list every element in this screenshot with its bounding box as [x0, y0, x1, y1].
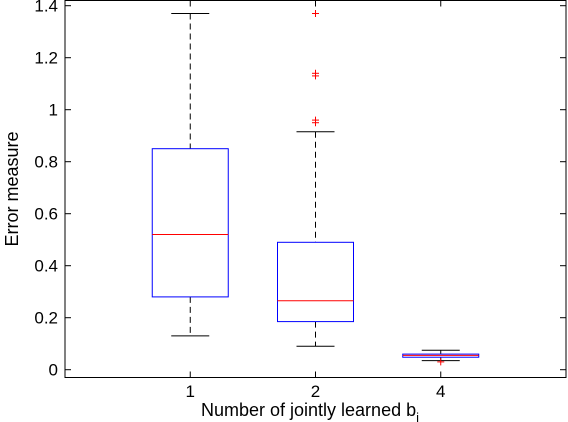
axes	[64, 0, 567, 378]
outlier-marker	[312, 69, 319, 77]
y-tick-label: 1.2	[34, 49, 58, 68]
y-ticks: 0 0.2 0.4 0.6 0.8 1 1.2 1.4	[34, 0, 566, 380]
y-axis-label: Error measure	[2, 131, 22, 246]
y-tick-label: 0.2	[34, 309, 58, 328]
y-tick-label: 1.4	[34, 0, 58, 16]
x-tick-label: 2	[311, 382, 320, 401]
x-tick-label: 4	[436, 382, 445, 401]
y-tick-label: 0.6	[34, 205, 58, 224]
y-tick-label: 0.8	[34, 153, 58, 172]
y-tick-label: 0.4	[34, 257, 58, 276]
box-group-4	[402, 349, 480, 366]
y-tick-label: 0	[49, 361, 58, 380]
x-axis-label-main: Number of jointly learned b	[201, 400, 416, 420]
outlier-marker	[437, 358, 445, 366]
x-ticks: 1 2 4	[186, 0, 445, 401]
outlier-marker	[312, 10, 319, 17]
iqr-box	[151, 148, 229, 298]
x-tick-label: 1	[186, 382, 195, 401]
plot-area	[151, 10, 480, 366]
iqr-box	[277, 241, 354, 323]
x-axis-label-subscript: i	[416, 410, 419, 422]
axes-frame	[64, 0, 567, 378]
x-axis-label: Number of jointly learned bi	[201, 400, 419, 422]
outlier-marker	[312, 116, 319, 124]
box-group-1	[151, 13, 229, 337]
y-tick-label: 1	[49, 101, 58, 120]
box-group-2	[277, 10, 354, 347]
